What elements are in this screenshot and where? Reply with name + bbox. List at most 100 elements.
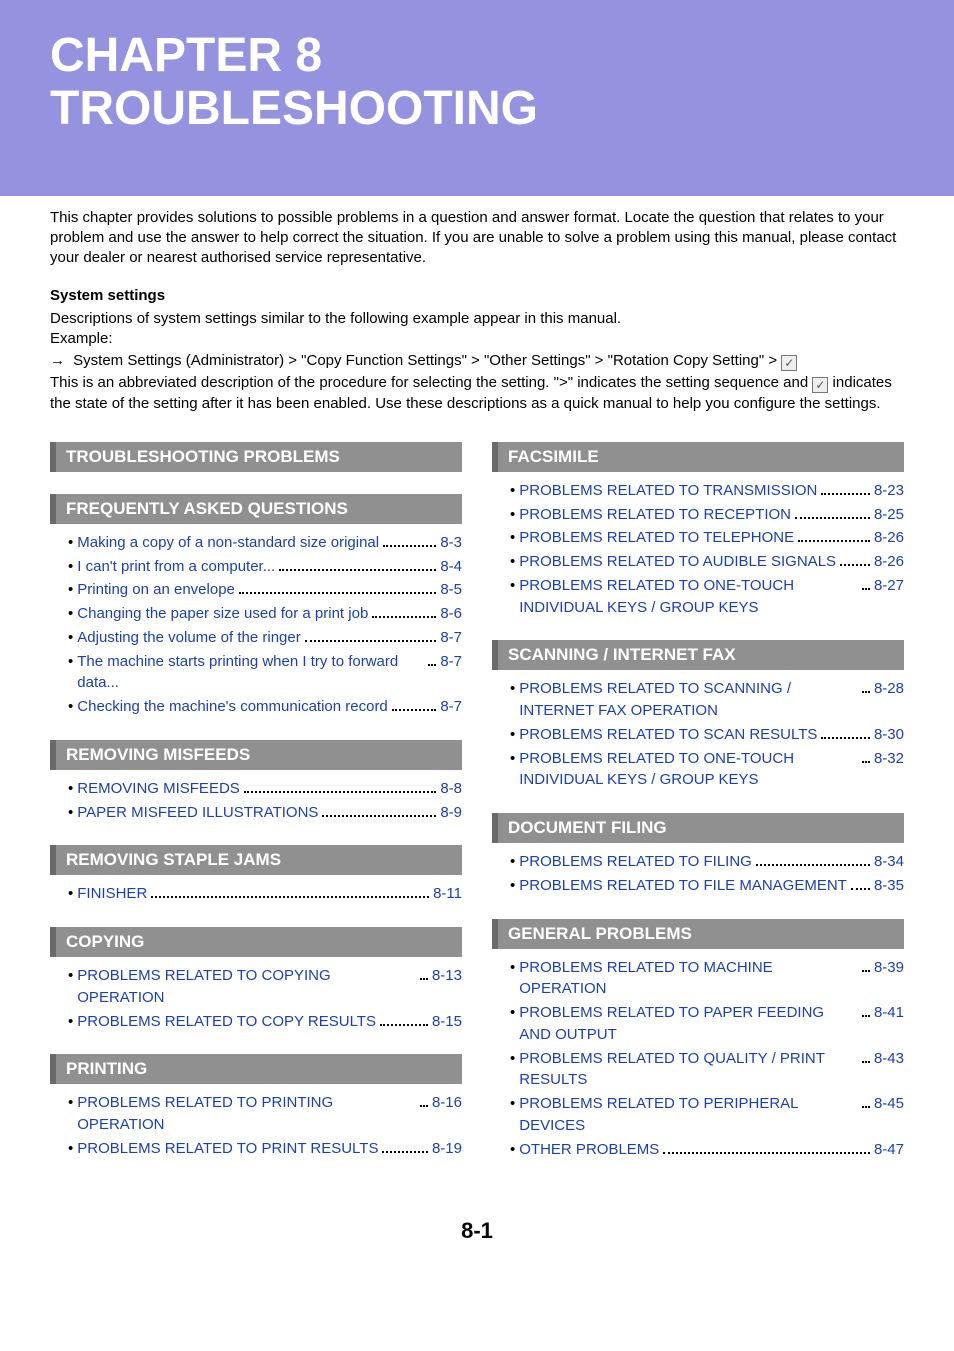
toc-item-label: PROBLEMS RELATED TO PERIPHERAL DEVICES <box>519 1093 858 1137</box>
bullet-icon: • <box>68 1092 73 1114</box>
toc-item[interactable]: •PROBLEMS RELATED TO SCANNING / INTERNET… <box>510 678 904 722</box>
toc-item[interactable]: •Adjusting the volume of the ringer8-7 <box>68 627 462 649</box>
toc-item-page: 8-39 <box>874 957 904 979</box>
toc-item[interactable]: •PROBLEMS RELATED TO COPYING OPERATION8-… <box>68 965 462 1009</box>
example-label: Example: <box>50 329 904 349</box>
toc-leader-dots <box>380 1012 428 1026</box>
checkbox-icon: ✓ <box>781 355 797 371</box>
toc-item[interactable]: •PROBLEMS RELATED TO FILE MANAGEMENT8-35 <box>510 875 904 897</box>
toc-section-heading[interactable]: PRINTING <box>50 1054 462 1084</box>
toc-item[interactable]: •PROBLEMS RELATED TO PRINTING OPERATION8… <box>68 1092 462 1136</box>
document-page: CHAPTER 8 TROUBLESHOOTING This chapter p… <box>0 0 954 1274</box>
toc-item-label: Making a copy of a non-standard size ori… <box>77 532 379 554</box>
toc-item[interactable]: •PROBLEMS RELATED TO AUDIBLE SIGNALS8-26 <box>510 551 904 573</box>
toc-item-label: Checking the machine's communication rec… <box>77 696 388 718</box>
bullet-icon: • <box>68 1011 73 1033</box>
toc-items: •PROBLEMS RELATED TO TRANSMISSION8-23•PR… <box>492 472 904 619</box>
toc-item-page: 8-27 <box>874 575 904 597</box>
toc-section-heading[interactable]: FREQUENTLY ASKED QUESTIONS <box>50 494 462 524</box>
toc-item-page: 8-19 <box>432 1138 462 1160</box>
toc-item-page: 8-8 <box>440 778 462 800</box>
toc-item[interactable]: •Checking the machine's communication re… <box>68 696 462 718</box>
toc-section-heading[interactable]: COPYING <box>50 927 462 957</box>
checkbox-icon: ✓ <box>812 377 828 393</box>
bullet-icon: • <box>68 883 73 905</box>
toc-items: •Making a copy of a non-standard size or… <box>50 524 462 718</box>
toc-section: TROUBLESHOOTING PROBLEMS <box>50 442 462 472</box>
toc-items: •REMOVING MISFEEDS 8-8•PAPER MISFEED ILLU… <box>50 770 462 824</box>
toc-item[interactable]: •PROBLEMS RELATED TO FILING8-34 <box>510 851 904 873</box>
toc-item[interactable]: •PROBLEMS RELATED TO SCAN RESULTS8-30 <box>510 724 904 746</box>
toc-item[interactable]: •Printing on an envelope8-5 <box>68 579 462 601</box>
toc-leader-dots <box>862 680 870 694</box>
toc-item[interactable]: •PROBLEMS RELATED TO TRANSMISSION8-23 <box>510 480 904 502</box>
toc-section: PRINTING •PROBLEMS RELATED TO PRINTING OP… <box>50 1054 462 1159</box>
toc-leader-dots <box>239 581 436 595</box>
toc-item[interactable]: •PROBLEMS RELATED TO RECEPTION8-25 <box>510 504 904 526</box>
bullet-icon: • <box>68 802 73 824</box>
toc-item[interactable]: •PROBLEMS RELATED TO PRINT RESULTS8-19 <box>68 1138 462 1160</box>
toc-leader-dots <box>756 853 870 867</box>
system-settings-heading: System settings <box>50 286 904 306</box>
toc-leader-dots <box>392 698 437 712</box>
toc-leader-dots <box>821 725 870 739</box>
toc-item-page: 8-9 <box>440 802 462 824</box>
toc-item-label: PROBLEMS RELATED TO RECEPTION <box>519 504 791 526</box>
toc-item[interactable]: •Making a copy of a non-standard size or… <box>68 532 462 554</box>
toc-items: •PROBLEMS RELATED TO PRINTING OPERATION8… <box>50 1084 462 1159</box>
toc-item[interactable]: •I can't print from a computer...8-4 <box>68 556 462 578</box>
toc-item[interactable]: •OTHER PROBLEMS8-47 <box>510 1139 904 1161</box>
toc-item-label: Printing on an envelope <box>77 579 235 601</box>
toc-item-label: PROBLEMS RELATED TO FILE MANAGEMENT <box>519 875 847 897</box>
toc-item[interactable]: •The machine starts printing when I try … <box>68 651 462 695</box>
toc-items: •FINISHER8-11 <box>50 875 462 905</box>
toc-section: FREQUENTLY ASKED QUESTIONS •Making a copy… <box>50 494 462 718</box>
toc-leader-dots <box>305 628 437 642</box>
bullet-icon: • <box>510 551 515 573</box>
toc-item-page: 8-5 <box>440 579 462 601</box>
toc-item-label: REMOVING MISFEEDS <box>77 778 240 800</box>
toc-item[interactable]: •PROBLEMS RELATED TO ONE-TOUCH INDIVIDUA… <box>510 575 904 619</box>
bullet-icon: • <box>510 1048 515 1070</box>
toc-leader-dots <box>428 652 436 666</box>
toc-section-heading[interactable]: REMOVING MISFEEDS <box>50 740 462 770</box>
toc-item[interactable]: •PROBLEMS RELATED TO COPY RESULTS 8-15 <box>68 1011 462 1033</box>
toc-item[interactable]: •PROBLEMS RELATED TO MACHINE OPERATION8-… <box>510 957 904 1001</box>
toc-item-label: PROBLEMS RELATED TO SCANNING / INTERNET … <box>519 678 858 722</box>
toc-item[interactable]: •PROBLEMS RELATED TO QUALITY / PRINT RES… <box>510 1048 904 1092</box>
toc-items: •PROBLEMS RELATED TO FILING8-34•PROBLEMS… <box>492 843 904 897</box>
toc-section-heading[interactable]: SCANNING / INTERNET FAX <box>492 640 904 670</box>
toc-section-heading[interactable]: TROUBLESHOOTING PROBLEMS <box>50 442 462 472</box>
toc-section-heading[interactable]: GENERAL PROBLEMS <box>492 919 904 949</box>
toc-section-heading[interactable]: REMOVING STAPLE JAMS <box>50 845 462 875</box>
toc-item[interactable]: •Changing the paper size used for a prin… <box>68 603 462 625</box>
toc-section-heading[interactable]: DOCUMENT FILING <box>492 813 904 843</box>
toc-leader-dots <box>862 749 870 763</box>
toc-item-page: 8-7 <box>440 627 462 649</box>
arrow-icon: → <box>50 352 65 369</box>
toc-leader-dots <box>372 605 436 619</box>
toc-item[interactable]: •REMOVING MISFEEDS8-8 <box>68 778 462 800</box>
bullet-icon: • <box>510 527 515 549</box>
toc-leader-dots <box>420 967 428 981</box>
toc-leader-dots <box>840 553 870 567</box>
toc-section-heading[interactable]: FACSIMILE <box>492 442 904 472</box>
toc-item[interactable]: •PROBLEMS RELATED TO TELEPHONE8-26 <box>510 527 904 549</box>
chapter-title: CHAPTER 8 TROUBLESHOOTING <box>50 30 904 136</box>
toc-item-page: 8-16 <box>432 1092 462 1114</box>
toc-item[interactable]: •PROBLEMS RELATED TO PAPER FEEDING AND O… <box>510 1002 904 1046</box>
bullet-icon: • <box>68 965 73 987</box>
toc-item-page: 8-28 <box>874 678 904 700</box>
toc-item[interactable]: •PROBLEMS RELATED TO ONE-TOUCH INDIVIDUA… <box>510 748 904 792</box>
toc-item-page: 8-15 <box>432 1011 462 1033</box>
toc-item-label: The machine starts printing when I try t… <box>77 651 424 695</box>
chapter-name: TROUBLESHOOTING <box>50 82 538 135</box>
toc-leader-dots <box>663 1140 870 1154</box>
toc-item[interactable]: •PAPER MISFEED ILLUSTRATIONS8-9 <box>68 802 462 824</box>
bullet-icon: • <box>510 724 515 746</box>
toc-item-label: PROBLEMS RELATED TO COPY RESULTS <box>77 1011 376 1033</box>
toc-item[interactable]: •FINISHER8-11 <box>68 883 462 905</box>
toc-item[interactable]: •PROBLEMS RELATED TO PERIPHERAL DEVICES8… <box>510 1093 904 1137</box>
intro-paragraph: This chapter provides solutions to possi… <box>50 208 904 269</box>
toc-item-page: 8-11 <box>433 883 462 905</box>
